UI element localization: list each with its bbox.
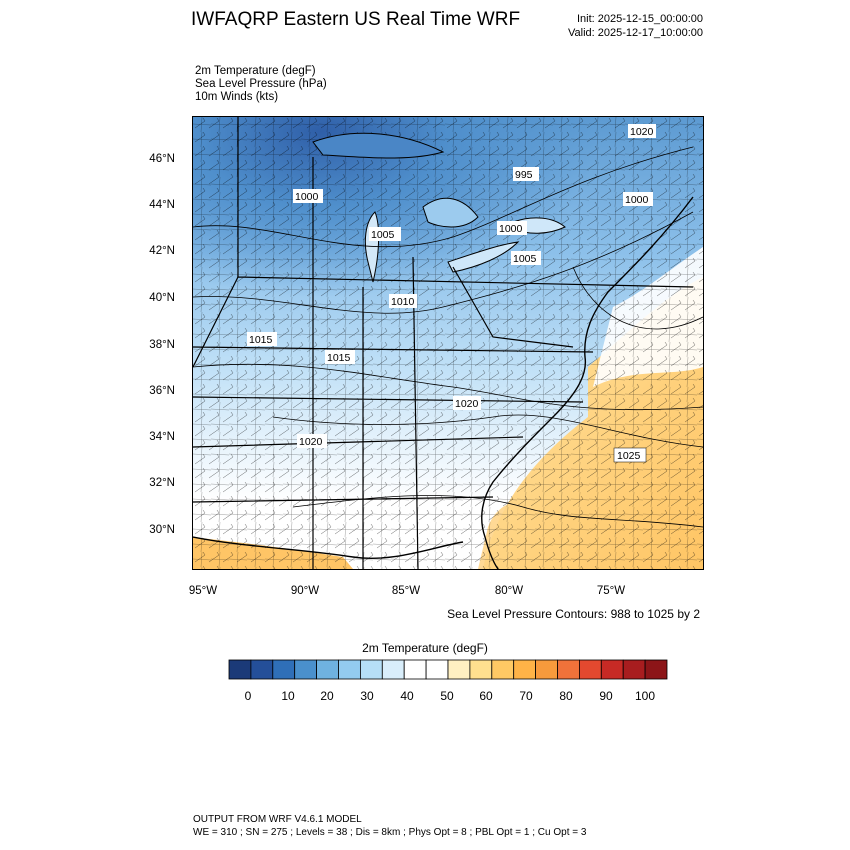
colorbar-tick-label: 50 [440, 689, 454, 703]
contour-labels: 1020 995 1000 1000 1005 1000 1005 1010 1… [247, 124, 656, 463]
isobar [572, 266, 703, 330]
latitude-label: 32°N [149, 477, 175, 489]
svg-text:995: 995 [515, 169, 533, 181]
colorbar-swatch [600, 659, 624, 680]
colorbar-swatch [294, 659, 317, 680]
svg-text:1000: 1000 [625, 194, 649, 206]
latitude-label: 34°N [149, 431, 175, 443]
colorbar-swatch [557, 659, 580, 680]
colorbar-swatch [316, 659, 339, 680]
lake-superior [312, 132, 445, 159]
valid-time: Valid: 2025-12-17_10:00:00 [568, 27, 703, 39]
contour-label: 1025 [613, 447, 647, 463]
contour-note: Sea Level Pressure Contours: 988 to 1025… [447, 607, 700, 621]
colorbar-swatch [425, 659, 449, 680]
field-label-winds: 10m Winds (kts) [195, 91, 279, 103]
lake-huron [422, 197, 479, 228]
colorbar-swatch [228, 659, 252, 680]
contour-label: 1005 [511, 251, 541, 265]
colorbar-swatch [250, 659, 274, 680]
colorbar-swatch [513, 659, 537, 680]
model-info: OUTPUT FROM WRF V4.6.1 MODEL [193, 814, 362, 825]
isobar [193, 363, 703, 411]
svg-text:1015: 1015 [327, 352, 351, 364]
isobar [292, 495, 703, 528]
colorbar-tick-label: 100 [634, 689, 656, 703]
field-label-pressure: Sea Level Pressure (hPa) [195, 78, 327, 90]
colorbar-tick-label: 60 [479, 689, 493, 703]
colorbar-swatch [535, 659, 558, 680]
colorbar-swatch [403, 659, 427, 680]
svg-text:1010: 1010 [391, 296, 415, 308]
latitude-label: 40°N [149, 292, 175, 304]
lake-erie [447, 241, 520, 273]
colorbar-tick-label: 20 [320, 689, 334, 703]
svg-text:1025: 1025 [617, 450, 641, 462]
svg-text:1015: 1015 [249, 334, 273, 346]
colorbar-tick-label: 80 [559, 689, 573, 703]
contour-label: 1010 [389, 294, 417, 308]
colorbar-swatch [338, 659, 361, 680]
colorbar-title: 2m Temperature (degF) [362, 641, 488, 655]
isobar [272, 414, 703, 448]
map-plot: 1020 995 1000 1000 1005 1000 1005 1010 1… [192, 116, 704, 570]
colorbar-swatch [272, 659, 296, 680]
map-canvas: 1020 995 1000 1000 1005 1000 1005 1010 1… [193, 117, 703, 569]
contour-label: 995 [513, 167, 539, 181]
contour-label: 1020 [628, 124, 656, 138]
svg-text:1005: 1005 [371, 229, 395, 241]
latitude-label: 46°N [149, 153, 175, 165]
colorbar-tick-label: 10 [281, 689, 295, 703]
colorbar-tick-label: 90 [599, 689, 613, 703]
latitude-label: 36°N [149, 385, 175, 397]
init-time: Init: 2025-12-15_00:00:00 [577, 13, 703, 25]
svg-text:1020: 1020 [299, 436, 323, 448]
colorbar-tick-label: 40 [400, 689, 414, 703]
colorbar-swatch [381, 659, 405, 680]
contour-label: 1000 [623, 192, 653, 206]
longitude-label: 80°W [494, 585, 524, 597]
colorbar-tick-label: 0 [244, 689, 252, 703]
gulf-coastline [193, 536, 464, 559]
atlantic-coastline [481, 196, 694, 569]
colorbar-swatch [491, 659, 515, 680]
model-config: WE = 310 ; SN = 275 ; Levels = 38 ; Dis … [193, 827, 587, 838]
longitude-label: 90°W [290, 585, 320, 597]
longitude-label: 95°W [188, 585, 218, 597]
isobar [193, 146, 694, 248]
svg-text:1000: 1000 [295, 191, 319, 203]
colorbar-swatches [228, 659, 668, 680]
svg-text:1005: 1005 [513, 253, 537, 265]
svg-text:1020: 1020 [630, 126, 654, 138]
isobar [193, 211, 694, 314]
latitude-label: 42°N [149, 245, 175, 257]
colorbar [228, 659, 668, 686]
wind-barbs [193, 117, 703, 569]
colorbar-swatch [578, 659, 602, 680]
colorbar-swatch [469, 659, 493, 680]
field-label-temperature: 2m Temperature (degF) [195, 65, 316, 77]
colorbar-swatch [622, 659, 646, 680]
state-borders [193, 117, 694, 569]
map-title: IWFAQRP Eastern US Real Time WRF [191, 9, 521, 30]
contour-label: 1000 [293, 189, 323, 203]
latitude-label: 44°N [149, 199, 175, 211]
longitude-label: 75°W [596, 585, 626, 597]
latitude-label: 30°N [149, 524, 175, 536]
contour-label: 1015 [247, 332, 277, 346]
colorbar-tick-label: 70 [519, 689, 533, 703]
colorbar-tick-label: 30 [360, 689, 374, 703]
svg-text:1000: 1000 [499, 223, 523, 235]
latitude-label: 38°N [149, 339, 175, 351]
svg-text:1020: 1020 [455, 398, 479, 410]
colorbar-swatch [644, 659, 668, 680]
colorbar-swatch [359, 659, 383, 680]
contour-label: 1005 [369, 227, 401, 241]
longitude-label: 85°W [391, 585, 421, 597]
contour-label: 1020 [297, 434, 327, 448]
contour-label: 1000 [497, 221, 527, 235]
contour-label: 1015 [325, 350, 355, 364]
contour-label: 1020 [453, 396, 481, 410]
colorbar-swatch [447, 659, 471, 680]
